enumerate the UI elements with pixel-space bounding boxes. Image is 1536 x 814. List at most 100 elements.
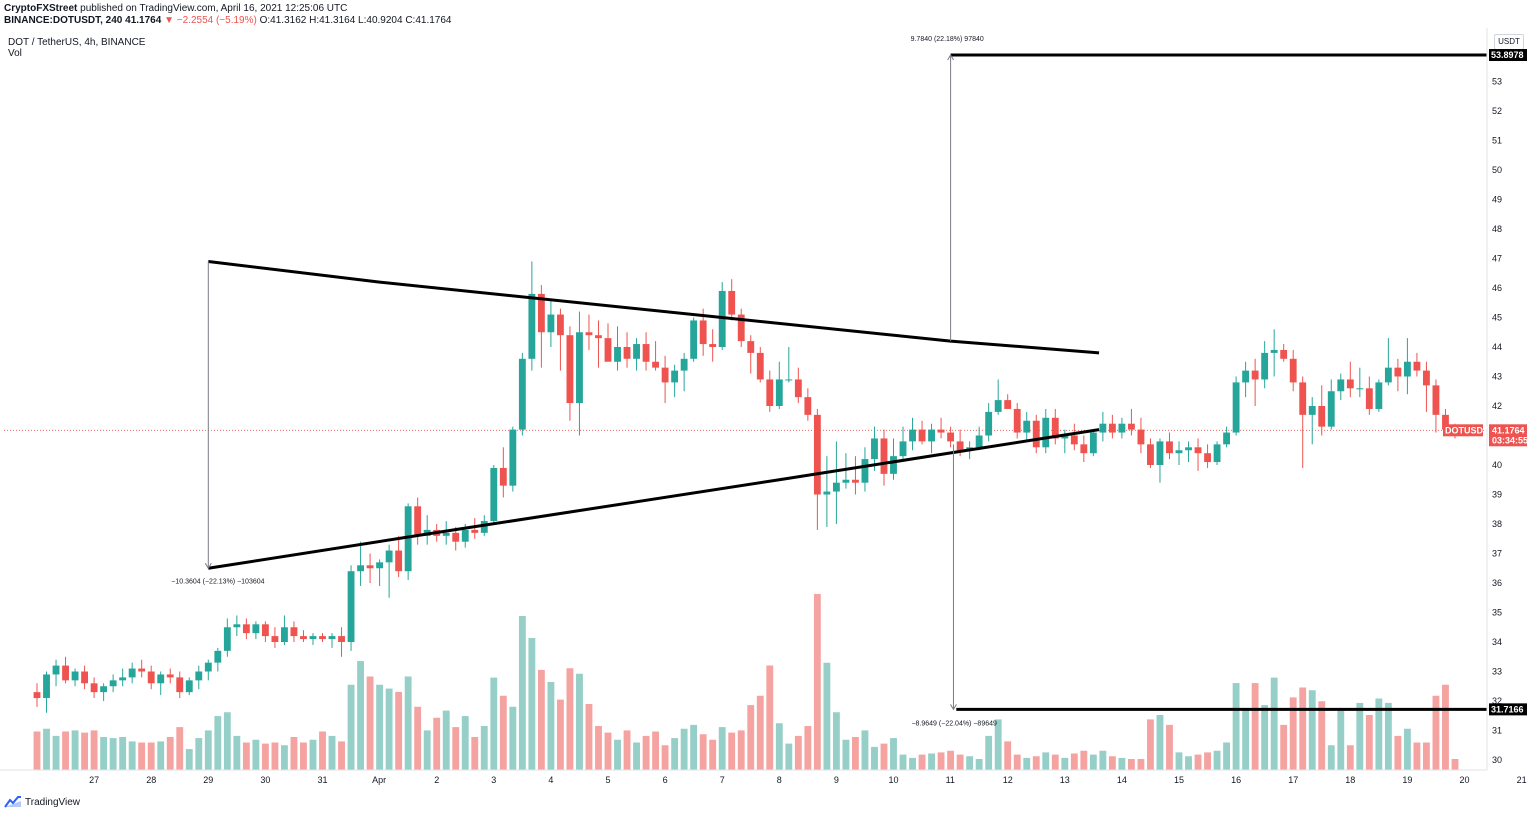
candle-body	[1365, 388, 1373, 409]
candle-body	[395, 550, 403, 572]
volume-bar	[357, 661, 364, 770]
volume-bar	[994, 719, 1002, 770]
volume-bar	[328, 735, 336, 770]
volume-bar	[1261, 705, 1269, 770]
candle-body	[671, 370, 679, 383]
candle-body	[1346, 379, 1354, 389]
volume-bar	[490, 677, 498, 770]
lower-target-tag-label: 31.7166	[1491, 704, 1524, 714]
candle-body	[661, 367, 669, 383]
volume-bar	[794, 735, 802, 770]
trendline-lower[interactable]	[208, 428, 1100, 570]
candle-body	[890, 456, 897, 474]
volume-bar	[1004, 741, 1012, 770]
axes[interactable]: 3031323334353637383940414243444546474849…	[0, 28, 1528, 785]
volume-bar	[585, 704, 593, 770]
candle-body	[261, 624, 269, 637]
volume-bar	[480, 726, 488, 770]
measurements[interactable]: 9.7840 (22.18%) 97840 −8.9649 (−22.04%) −…	[171, 36, 997, 727]
volume-bar	[309, 739, 317, 770]
candle-body	[937, 429, 945, 433]
candle-body	[975, 435, 983, 448]
x-tick-label: 30	[260, 775, 270, 785]
volume-bar	[471, 737, 479, 770]
candle-body	[1147, 444, 1154, 465]
volume-bar	[1137, 759, 1145, 770]
symbol-tag[interactable]	[1443, 424, 1483, 437]
candle-body	[871, 438, 878, 460]
candle-body	[1423, 370, 1430, 386]
volume-bar	[537, 669, 545, 770]
trendline-upper[interactable]	[208, 259, 1100, 355]
candle-body	[1270, 349, 1278, 353]
volume-bar	[813, 594, 821, 770]
candle-body	[1318, 406, 1326, 427]
volume-bar	[956, 754, 964, 770]
upper-target-tag[interactable]	[1489, 49, 1527, 62]
volume-bar	[1289, 697, 1297, 770]
candle-body	[319, 636, 326, 640]
volume-bar	[576, 673, 583, 770]
volume-bar	[518, 616, 526, 770]
volume-bar	[918, 754, 926, 770]
candle-body	[1356, 388, 1364, 390]
volume-bar	[909, 757, 916, 770]
y-tick-label: 51	[1492, 136, 1502, 146]
candle-body	[442, 532, 450, 536]
y-tick-label: 42	[1492, 401, 1502, 411]
candle-body	[1403, 361, 1411, 377]
volume-bar	[1070, 753, 1078, 770]
candle-body	[452, 532, 460, 542]
current-price-tag-label: 41.1764	[1492, 425, 1525, 435]
volume-bar	[699, 734, 707, 770]
volume-bar	[138, 742, 146, 770]
current-price-tag[interactable]	[1489, 424, 1527, 447]
volume-bar	[509, 706, 517, 770]
x-tick-label: 20	[1460, 775, 1470, 785]
candle-body	[1070, 435, 1078, 445]
candle-body	[1204, 453, 1211, 463]
candle-body	[518, 358, 526, 430]
candle-body	[1156, 441, 1164, 465]
series-legend[interactable]: DOT / TetherUS, 4h, BINANCE	[8, 37, 146, 48]
candle-body	[414, 506, 422, 536]
high-value: H:41.3164	[309, 15, 356, 26]
volume-bar	[966, 756, 974, 770]
candles	[33, 261, 1459, 713]
volume-bar	[414, 706, 422, 770]
volume-bar	[319, 731, 326, 770]
volume-legend[interactable]: Vol	[8, 48, 22, 59]
volume-bar	[823, 662, 831, 770]
x-tick-label: 4	[548, 775, 553, 785]
volume-bar	[1451, 759, 1459, 770]
trendlines[interactable]	[208, 53, 1487, 711]
tradingview-footer[interactable]: TradingView	[4, 796, 80, 808]
candle-body	[1127, 423, 1135, 430]
candle-body	[357, 565, 364, 572]
volume-bar	[1308, 690, 1316, 770]
volume-bar	[100, 737, 108, 770]
lower-target-tag[interactable]	[1489, 703, 1527, 716]
price-chart[interactable]: 9.7840 (22.18%) 97840 −8.9649 (−22.04%) −…	[0, 0, 1536, 796]
triangle-down-icon: ▼	[164, 15, 174, 26]
candle-body	[90, 683, 98, 693]
candle-body	[290, 627, 298, 637]
publisher-name[interactable]: CryptoFXStreet	[4, 3, 78, 14]
volume-bar	[1156, 715, 1164, 770]
x-tick-label: 17	[1288, 775, 1298, 785]
volume-bar	[1166, 724, 1173, 770]
candle-body	[918, 429, 926, 442]
candle-body	[633, 344, 640, 359]
y-tick-label: 49	[1492, 195, 1502, 205]
candle-body	[852, 479, 859, 483]
volume-bar	[1185, 756, 1192, 770]
candle-body	[309, 636, 317, 640]
x-tick-label: 11	[946, 775, 955, 785]
x-tick-label: 8	[777, 775, 782, 785]
volume-bar	[147, 742, 155, 770]
volume-bar	[1127, 759, 1135, 770]
volume-bar	[109, 738, 117, 770]
candle-body	[737, 314, 745, 342]
y-tick-label: 47	[1492, 254, 1502, 264]
candle-body	[471, 529, 479, 533]
